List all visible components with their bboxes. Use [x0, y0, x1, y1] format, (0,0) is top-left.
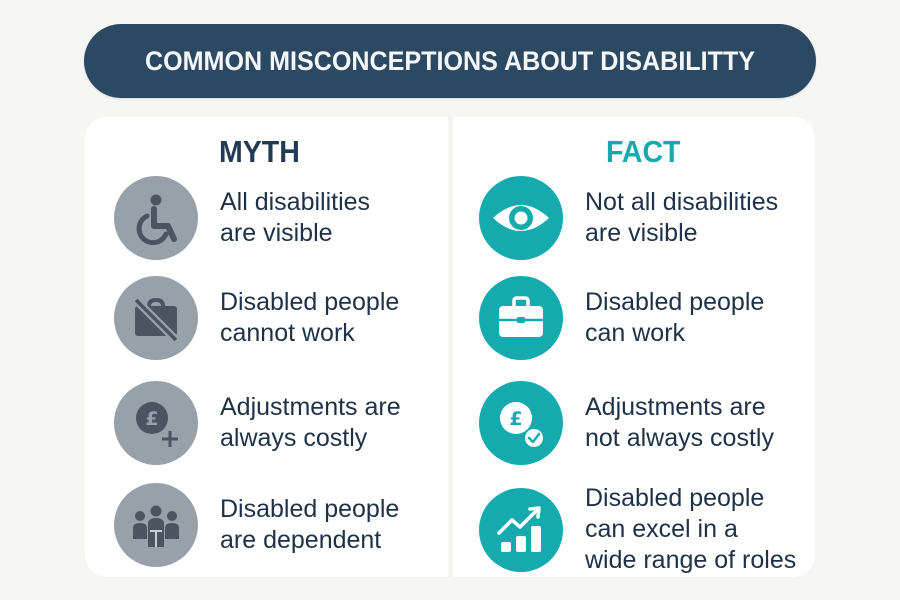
fact-heading: FACT [606, 134, 681, 169]
pound-check-icon: £ [479, 381, 563, 465]
eye-icon [479, 176, 563, 260]
myth-item: £ Adjustments are always costly [114, 381, 401, 465]
pound-plus-icon: £ [114, 381, 198, 465]
myth-text: All disabilities are visible [220, 188, 371, 247]
fact-text: Disabled people can work [585, 288, 765, 347]
myth-item: Disabled people cannot work [114, 276, 399, 360]
title-banner: COMMON MISCONCEPTIONS ABOUT DISABILITTY [84, 24, 816, 98]
myth-text: Disabled people cannot work [220, 288, 400, 347]
fact-text: Not all disabilities are visible [585, 188, 779, 247]
fact-item: Disabled people can excel in a wide rang… [479, 483, 796, 576]
dependent-group-icon [114, 483, 198, 567]
myth-text: Disabled people are dependent [220, 495, 400, 554]
fact-item: Disabled people can work [479, 276, 764, 360]
fact-text: Disabled people can excel in a wide rang… [585, 484, 797, 574]
fact-item: £ Adjustments are not always costly [479, 381, 774, 465]
page-title: COMMON MISCONCEPTIONS ABOUT DISABILITTY [144, 45, 756, 76]
svg-text:£: £ [509, 408, 522, 430]
fact-text: Adjustments are not always costly [585, 393, 774, 452]
myth-item: Disabled people are dependent [114, 483, 399, 567]
column-divider [448, 117, 453, 577]
briefcase-crossed-icon [114, 276, 198, 360]
svg-text:£: £ [145, 408, 158, 430]
fact-item: Not all disabilities are visible [479, 176, 778, 260]
myth-text: Adjustments are always costly [220, 393, 401, 452]
myth-heading: MYTH [219, 134, 300, 169]
growth-chart-icon [479, 487, 563, 572]
wheelchair-icon [114, 176, 198, 260]
briefcase-icon [479, 276, 563, 360]
myth-item: All disabilities are visible [114, 176, 370, 260]
